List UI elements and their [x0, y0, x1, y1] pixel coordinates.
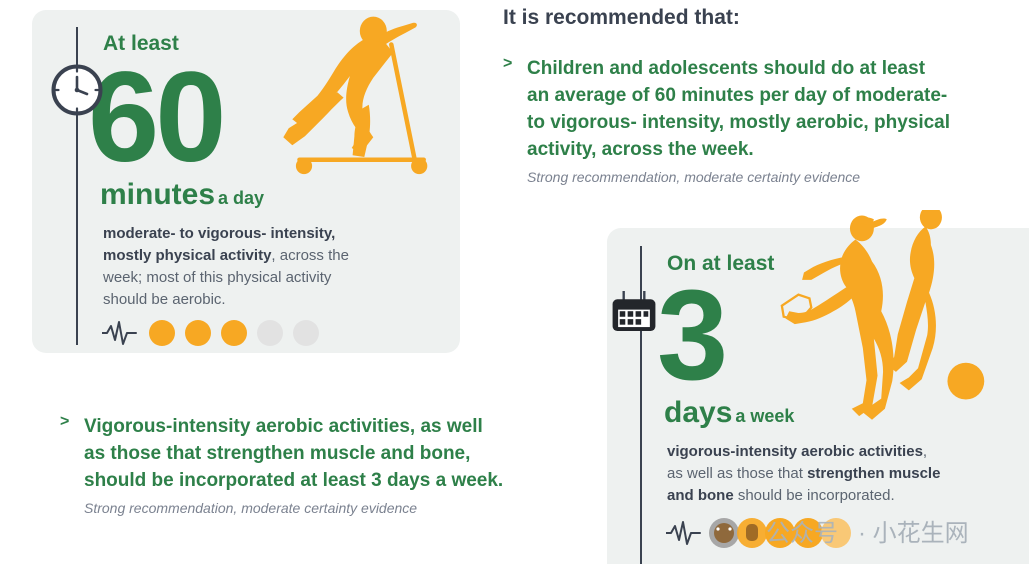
svg-text:· 小花生网: · 小花生网 [858, 520, 969, 547]
svg-text:公众号: 公众号 [766, 520, 838, 547]
